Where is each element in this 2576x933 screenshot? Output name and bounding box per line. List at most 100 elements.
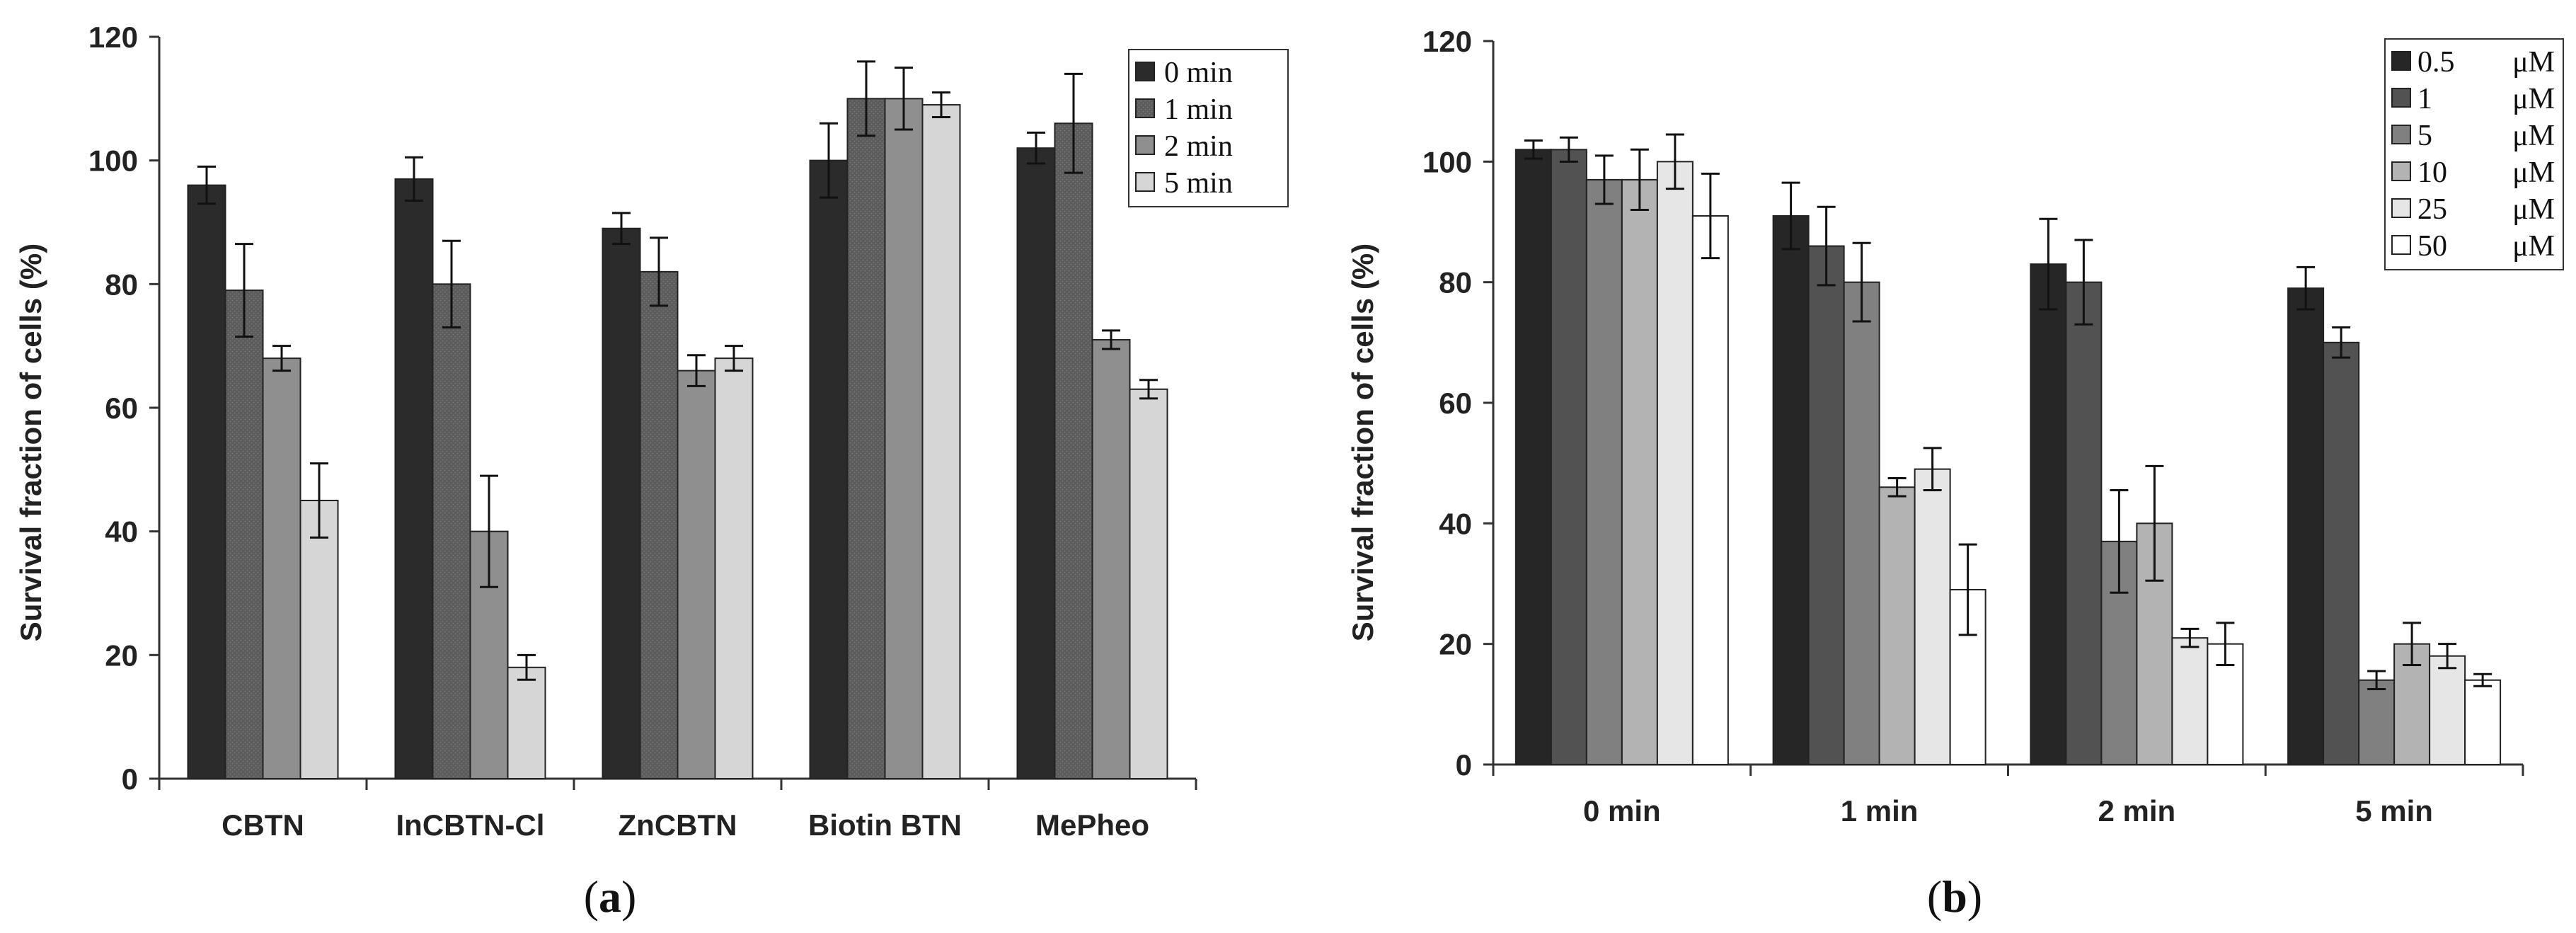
chart-b-bar (1878, 486, 1916, 765)
chart-a-bar (1016, 147, 1056, 779)
chart-b-bar (1514, 149, 1552, 766)
chart-a-bar (1091, 338, 1131, 779)
chart-a-bar (1054, 122, 1093, 779)
chart-a-legend-label: 0 min (1164, 57, 1233, 89)
chart-a-legend-label: 2 min (1164, 130, 1233, 163)
chart-b-legend-unit: μM (2512, 156, 2555, 189)
chart-b-legend-swatch (2391, 51, 2411, 71)
chart-a-bar (299, 500, 339, 779)
chart-b-bar (2065, 281, 2103, 765)
chart-a-category-label: Biotin BTN (808, 808, 962, 842)
chart-a-category-label: ZnCBTN (619, 808, 737, 842)
chart-b-panel-label: (b) (1927, 871, 1982, 922)
chart-b-bar (1656, 161, 1694, 766)
chart-b-legend-label: 25 (2417, 193, 2447, 226)
chart-b-bar (2030, 263, 2067, 766)
chart-a-y-tick-label: 40 (105, 515, 138, 549)
chart-b-bar (1807, 245, 1845, 766)
chart-a-category-label: MePheo (1035, 808, 1149, 842)
chart-a-bar (639, 270, 679, 780)
chart-b-legend-unit: μM (2512, 230, 2555, 263)
chart-a-y-tick-label: 80 (105, 268, 138, 301)
chart-a-bar (432, 283, 471, 780)
chart-b-category-label: 2 min (2098, 794, 2176, 828)
chart-a-bar (224, 290, 264, 780)
chart-a-legend-swatch (1135, 135, 1155, 155)
chart-a-legend: 0 min 1 min 2 min 5 min (1128, 49, 1289, 207)
chart-b-bar (1772, 214, 1810, 765)
chart-a-bar (507, 666, 546, 779)
chart-b-y-tick-label: 0 (1456, 748, 1472, 782)
chart-b-y-axis-label: Survival fraction of cells (%) (1346, 244, 1379, 642)
chart-a-bar (884, 98, 924, 780)
chart-a-y-tick-label: 100 (88, 144, 138, 178)
chart-b-bar (1585, 178, 1623, 765)
chart-b-bar (2287, 287, 2325, 765)
chart-b-legend: 0.5 μM 1 μM 5 μM 10 μM 25 μM 50 μM (2384, 38, 2564, 270)
chart-b-y-tick-label: 80 (1439, 266, 1472, 299)
chart-b-bar (1843, 281, 1880, 765)
chart-b-legend-swatch (2391, 125, 2411, 144)
chart-a-y-tick-label: 20 (105, 639, 138, 672)
chart-b-legend-label: 50 (2417, 230, 2447, 263)
chart-b-legend-unit: μM (2512, 83, 2555, 115)
chart-b-bar (2464, 679, 2502, 765)
chart-b-bar (2429, 655, 2466, 766)
chart-b-legend-label: 1 (2417, 83, 2432, 115)
chart-b-y-tick-labels: 0 20 40 60 80 100 120 (1422, 25, 1472, 782)
chart-b-bar (1621, 178, 1658, 765)
chart-b-bar (1691, 214, 1729, 765)
chart-b-y-tick-label: 40 (1439, 507, 1472, 540)
chart-b-bar (1550, 149, 1587, 766)
chart-b-legend-label: 0.5 (2417, 46, 2455, 79)
chart-a-bar (846, 98, 886, 780)
chart-a-legend-swatch (1135, 172, 1155, 192)
chart-a-legend-label: 1 min (1164, 93, 1233, 126)
chart-b-legend-swatch (2391, 198, 2411, 218)
chart-b-y-tick-label: 120 (1422, 25, 1472, 58)
chart-b-legend-unit: μM (2512, 46, 2555, 79)
chart-a-y-tick-label: 60 (105, 391, 138, 425)
chart-panel-a: CBTN InCBTN-Cl ZnCBTN Biotin BTN MePheo 0 20 4… (14, 21, 1289, 922)
chart-a-bar (394, 178, 434, 780)
chart-b-category-label: 0 min (1583, 794, 1661, 828)
chart-a-y-tick-label: 0 (122, 762, 138, 796)
chart-a-bars (187, 98, 1168, 780)
chart-b-legend-frame (2384, 38, 2564, 270)
chart-a-bar (1129, 388, 1168, 779)
chart-b-bar (1914, 468, 1951, 766)
chart-a-y-tick-label: 120 (88, 21, 138, 54)
chart-a-bar (677, 370, 716, 779)
chart-b-y-tick-label: 100 (1422, 145, 1472, 178)
chart-b-category-labels: 0 min 1 min 2 min 5 min (1583, 794, 2433, 828)
chart-b-bars (1514, 149, 2502, 766)
chart-b-category-label: 5 min (2355, 794, 2433, 828)
chart-a-bar (602, 227, 641, 779)
chart-b-bar (2358, 679, 2396, 765)
chart-a-bar (714, 357, 754, 779)
chart-b-legend-label: 5 (2417, 120, 2432, 152)
chart-b-y-tick-label: 20 (1439, 628, 1472, 661)
chart-a-bar (187, 184, 226, 780)
chart-a-legend-swatch (1135, 98, 1155, 118)
chart-b-category-label: 1 min (1841, 794, 1919, 828)
chart-a-error-bars (197, 60, 1158, 681)
chart-b-legend-swatch (2391, 161, 2411, 181)
chart-b-legend-swatch (2391, 88, 2411, 108)
chart-a-y-axis-label: Survival fraction of cells (%) (14, 244, 47, 642)
chart-a-y-tick-labels: 0 20 40 60 80 100 120 (88, 21, 138, 796)
chart-a-category-labels: CBTN InCBTN-Cl ZnCBTN Biotin BTN MePheo (222, 808, 1149, 842)
chart-a-panel-label: (a) (584, 871, 637, 922)
chart-a-bar (921, 104, 961, 780)
chart-panel-b: 0 min 1 min 2 min 5 min 0 20 40 60 80 100 120 Sur… (1346, 25, 2564, 922)
chart-a-bar (809, 159, 849, 779)
chart-b-y-tick-label: 60 (1439, 387, 1472, 420)
chart-b-bar (2323, 341, 2360, 766)
chart-b-legend-unit: μM (2512, 120, 2555, 152)
chart-a-legend-frame (1128, 49, 1289, 207)
chart-a-legend-label: 5 min (1164, 167, 1233, 200)
chart-a-bar (262, 357, 301, 779)
chart-a-category-label: InCBTN-Cl (396, 808, 545, 842)
chart-a-legend-swatch (1135, 62, 1155, 81)
